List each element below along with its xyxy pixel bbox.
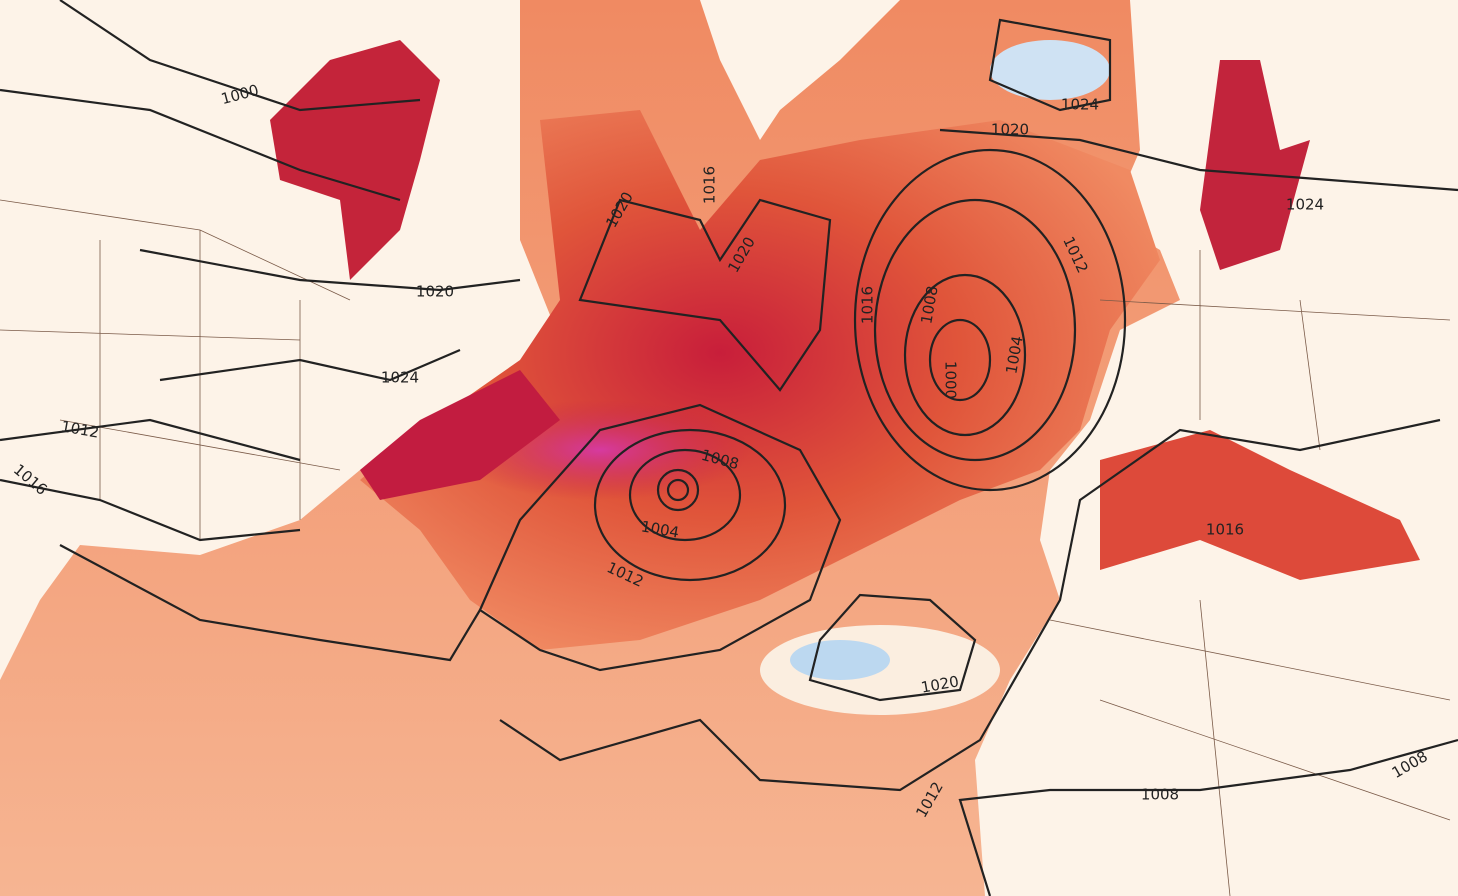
- cold-anomaly: [990, 40, 1110, 100]
- isobar-label: 1024: [1061, 96, 1099, 114]
- hudson-bay: [270, 40, 440, 280]
- isobar-label: 1016: [1206, 521, 1244, 539]
- isobar-label: 1000: [942, 361, 960, 399]
- isobar-label: 1024: [1286, 196, 1324, 214]
- isobar-label: 1016: [701, 166, 719, 204]
- isobar-label: 1016: [859, 286, 877, 324]
- mediterranean: [1100, 430, 1420, 580]
- isobar-label: 1024: [381, 369, 419, 387]
- baltic: [1200, 60, 1310, 270]
- isobar-label: 1008: [1141, 786, 1179, 804]
- warm-anomaly: [360, 110, 1160, 650]
- coastal-warm: [360, 370, 560, 500]
- borders: [0, 199, 1451, 896]
- cold-anomaly: [790, 640, 890, 680]
- isobar-label: 1020: [416, 283, 454, 301]
- isobar-label: 1020: [991, 121, 1029, 139]
